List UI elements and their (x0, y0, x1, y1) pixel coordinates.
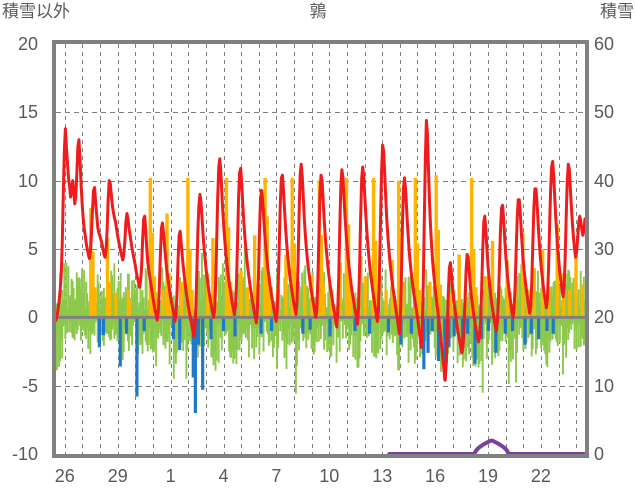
left-tick-15: 15 (17, 102, 38, 123)
x-tick-10: 10 (319, 466, 340, 486)
right-tick-10: 10 (594, 375, 615, 396)
right-axis-title: 積雪 (600, 2, 634, 21)
right-tick-0: 0 (594, 444, 605, 464)
right-tick-40: 40 (594, 170, 615, 191)
x-tick-29: 29 (107, 466, 128, 486)
plot-area (56, 44, 585, 454)
right-tick-30: 30 (594, 239, 615, 259)
left-tick-0: 0 (27, 307, 38, 328)
right-tick-20: 20 (594, 307, 615, 328)
x-tick-19: 19 (478, 466, 499, 486)
x-tick-7: 7 (271, 466, 282, 486)
x-tick-16: 16 (425, 466, 446, 486)
x-tick-13: 13 (372, 466, 393, 486)
left-tick-20: 20 (17, 34, 38, 54)
left-tick-5: 5 (27, 239, 38, 259)
x-tick-1: 1 (165, 466, 176, 486)
plot-svg (56, 44, 585, 454)
left-tick--10: -10 (11, 444, 38, 464)
chart-title: 鶉 (309, 2, 327, 21)
x-tick-26: 26 (54, 466, 75, 486)
left-axis-title: 積雪以外 (2, 2, 70, 21)
left-tick--5: -5 (21, 375, 38, 396)
left-tick-10: 10 (17, 170, 38, 191)
x-tick-22: 22 (530, 466, 551, 486)
right-tick-60: 60 (594, 34, 615, 54)
x-tick-4: 4 (218, 466, 229, 486)
right-tick-50: 50 (594, 102, 615, 123)
